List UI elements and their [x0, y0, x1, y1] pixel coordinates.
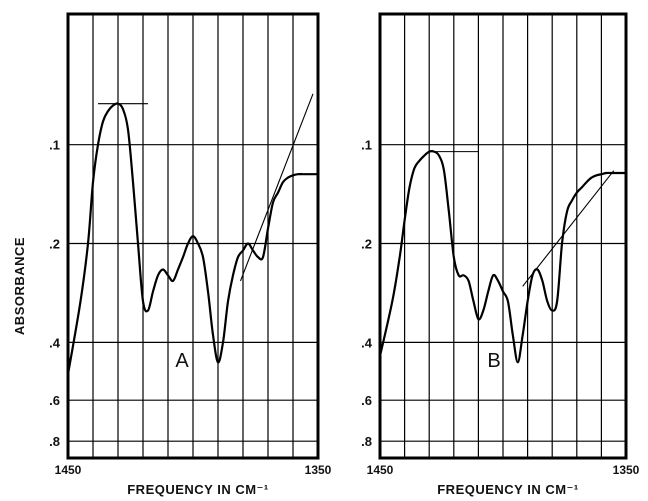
y-tick-label: .4: [361, 335, 373, 350]
x-tick-label: 1450: [55, 463, 82, 477]
panel-a-x-ticks: 1450 1350: [55, 463, 332, 477]
y-tick-label: .1: [49, 138, 60, 153]
y-tick-label: .1: [361, 138, 372, 153]
panel-a-frame: [66, 12, 320, 460]
panel-b-x-ticks: 1450 1350: [367, 463, 640, 477]
panel-a-x-axis-label: FREQUENCY IN CM⁻¹: [127, 482, 269, 497]
panel-a-spectrum-line: [66, 102, 320, 376]
panel-b-y-ticks: .1 .2 .4 .6 .8: [361, 138, 373, 450]
y-tick-label: .8: [49, 434, 60, 449]
panel-b-x-axis-label: FREQUENCY IN CM⁻¹: [437, 482, 579, 497]
y-tick-label: .2: [49, 237, 60, 252]
x-tick-label: 1350: [613, 463, 640, 477]
y-tick-label: .2: [361, 237, 372, 252]
panel-b: .1 .2 .4 .6 .8 1450 1350 B FREQUENCY IN CM⁻¹: [361, 12, 640, 497]
panel-b-letter: B: [487, 350, 500, 372]
panel-b-grid: [380, 14, 626, 458]
y-tick-label: .4: [49, 335, 61, 350]
y-tick-label: .8: [361, 434, 372, 449]
panel-a-letter: A: [175, 350, 189, 372]
y-axis-label: ABSORBANCE: [12, 237, 27, 335]
panel-b-reference-lines: [429, 151, 615, 287]
panel-b-frame: [378, 12, 628, 460]
panel-a: .1 .2 .4 .6 .8 1450 1350 A FREQUENCY IN CM⁻¹: [49, 12, 332, 497]
x-tick-label: 1350: [305, 463, 332, 477]
baseline-reference-line: [239, 93, 314, 282]
panel-a-y-ticks: .1 .2 .4 .6 .8: [49, 138, 61, 450]
panel-b-spectrum-line: [378, 150, 628, 364]
baseline-reference-line: [522, 170, 615, 287]
y-tick-label: .6: [49, 393, 60, 408]
y-tick-label: .6: [361, 393, 372, 408]
x-tick-label: 1450: [367, 463, 394, 477]
